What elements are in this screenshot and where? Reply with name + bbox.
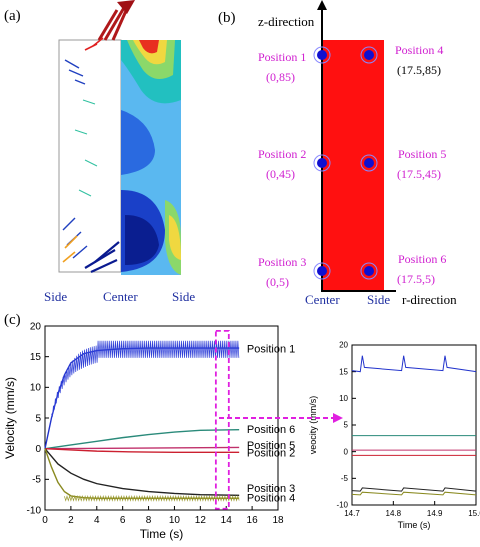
main-velocity-chart: 0 2 4 6 8 10 12 14 16 18 -10 -5 0 5 10 15 20 Time (s) Velo… — [3, 321, 295, 541]
x-tick-label: 0 — [42, 515, 48, 526]
y-axis-label: Velocity (mm/s) — [3, 377, 17, 459]
r-axis-label: r-direction — [402, 292, 457, 307]
x-tick-label: 14.7 — [344, 509, 360, 518]
series-line-position-2 — [44, 447, 240, 454]
panel-b-label: (b) — [218, 10, 236, 26]
x-axis-label: Time (s) — [140, 527, 184, 541]
series-label-position-6: Position 6 — [247, 424, 295, 436]
vector-field-box — [58, 39, 122, 273]
position-4-coord: (17.5,85) — [397, 63, 441, 77]
z-axis-label: z-direction — [258, 14, 315, 29]
series-line-position-4 — [351, 491, 477, 496]
position-2-coord: (0,45) — [266, 167, 295, 181]
y-tick-label: 0 — [35, 444, 41, 455]
series-line-position-1 — [351, 355, 477, 373]
y-tick-label: 15 — [30, 352, 42, 363]
panel-a-side-right: Side — [172, 289, 196, 304]
series-line-position-3 — [351, 487, 477, 492]
position-3-coord: (0,5) — [266, 275, 289, 289]
position-1-name: Position 1 — [258, 50, 307, 64]
position-5-coord: (17.5,45) — [397, 167, 441, 181]
series-label-position-2: Position 2 — [247, 447, 295, 459]
y-axis-label: veocity (mm/s) — [308, 396, 318, 455]
panel-b-center: Center — [305, 292, 340, 307]
red-domain — [322, 40, 384, 290]
x-tick-label: 18 — [272, 515, 284, 526]
y-tick-label: 10 — [339, 394, 348, 403]
position-markers — [313, 46, 378, 280]
x-tick-label: 15.0 — [468, 509, 480, 518]
panel-a-label: (a) — [4, 8, 21, 24]
panel-c-label: (c) — [4, 312, 21, 328]
y-tick-label: 15 — [339, 367, 348, 376]
flow-field-simulation — [58, 0, 181, 275]
x-tick-label: 14 — [221, 515, 233, 526]
series-label-position-1: Position 1 — [247, 344, 295, 356]
x-tick-label: 14.9 — [427, 509, 443, 518]
x-tick-label: 6 — [120, 515, 126, 526]
y-tick-label: -10 — [27, 505, 42, 516]
series-label-position-5: Position 5 — [247, 440, 295, 452]
zoom-velocity-chart: 14.7 14.8 14.9 15.0 -10 -5 0 5 10 15 20 Time (s) veo… — [308, 341, 480, 530]
x-tick-label: 10 — [169, 515, 181, 526]
y-tick-label: -10 — [336, 501, 348, 510]
x-axis-label: Time (s) — [398, 520, 431, 530]
position-4-oscillation — [64, 494, 240, 502]
series-line-position-3 — [44, 448, 240, 496]
y-tick-label: 20 — [30, 321, 42, 332]
y-tick-label: 10 — [30, 383, 42, 394]
position-1-oscillation — [51, 340, 240, 417]
panel-a-side-left: Side — [44, 289, 68, 304]
position-1-coord: (0,85) — [266, 70, 295, 84]
x-tick-label: 16 — [247, 515, 259, 526]
y-tick-label: -5 — [341, 474, 349, 483]
series-label-position-4: Position 4 — [247, 493, 295, 505]
x-tick-label: 12 — [195, 515, 207, 526]
domain-schematic — [313, 0, 396, 292]
y-tick-label: 20 — [339, 341, 348, 350]
position-5-name: Position 5 — [398, 147, 447, 161]
position-3-name: Position 3 — [258, 255, 307, 269]
zoom-highlight-box — [214, 330, 230, 510]
x-tick-label: 14.8 — [386, 509, 402, 518]
position-2-name: Position 2 — [258, 147, 307, 161]
panel-a-center: Center — [103, 289, 138, 304]
series-label-position-3: Position 3 — [247, 483, 295, 495]
panel-b-side: Side — [367, 292, 391, 307]
position-6-name: Position 6 — [398, 252, 447, 266]
position-4-name: Position 4 — [395, 43, 444, 57]
series-line-position-6 — [44, 428, 240, 450]
x-tick-label: 4 — [94, 515, 100, 526]
y-tick-label: 0 — [344, 447, 349, 456]
x-tick-label: 2 — [68, 515, 74, 526]
position-6-coord: (17.5,5) — [397, 272, 435, 286]
y-tick-label: 5 — [35, 413, 41, 424]
series-line-position-5 — [44, 446, 240, 450]
y-tick-label: 5 — [344, 421, 349, 430]
y-tick-label: -5 — [32, 475, 41, 486]
x-tick-label: 8 — [146, 515, 152, 526]
